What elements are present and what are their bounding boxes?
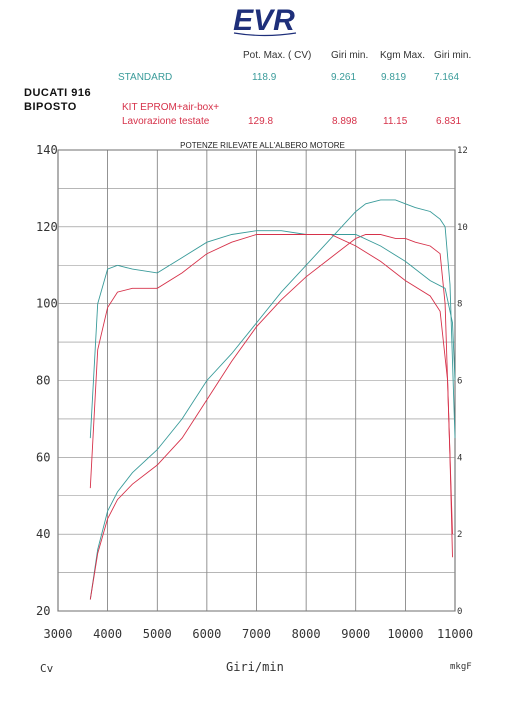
model-line2: BIPOSTO [24,101,77,113]
row-standard-giri1: 9.261 [331,72,357,83]
x-tick-label: 3000 [44,627,73,641]
series-line-power-0 [89,199,456,600]
y-tick-label-right: 0 [457,607,462,617]
y-tick-label-left: 20 [36,604,50,618]
series-line-torque-3 [89,234,453,535]
y-tick-label-left: 100 [36,297,58,311]
x-tick-label: 8000 [292,627,321,641]
x-tick-label: 5000 [143,627,172,641]
x-tick-label: 4000 [93,627,122,641]
row-kit-kgm: 11.15 [383,116,408,127]
x-tick-label: 7000 [242,627,271,641]
y-tick-label-right: 4 [457,453,462,463]
y-tick-label-right: 12 [457,146,468,156]
series-line-power-1 [89,234,453,600]
row-standard-name: STANDARD [118,72,173,83]
header-kgm-max: Kgm Max. [380,50,426,61]
evr-logo: EVR [233,4,297,37]
y-tick-label-left: 140 [36,143,58,157]
evr-logo-text: EVR [233,4,295,37]
y-tick-label-left: 40 [36,527,50,541]
x-tick-label: 6000 [192,627,221,641]
row-kit-pot: 129.8 [248,116,274,127]
row-kit-name: KIT EPROM+air-box+ [122,102,220,113]
row-kit-giri2: 6.831 [436,116,462,127]
x-tick-label: 9000 [341,627,370,641]
y-tick-label-right: 6 [457,377,462,387]
x-tick-label: 11000 [437,627,473,641]
y-axis-label-right: mkgF [450,662,472,672]
y-axis-label-left: Cv [40,662,54,675]
row-standard-pot: 118.9 [252,72,277,83]
y-tick-label-right: 2 [457,530,462,540]
header-giri-min-1: Giri min. [331,50,369,61]
x-tick-label: 10000 [387,627,423,641]
y-tick-label-right: 8 [457,300,462,310]
row-standard-kgm: 9.819 [381,72,407,83]
y-tick-label-right: 10 [457,223,468,233]
x-axis-label: Giri/min [226,660,284,674]
model-line1: DUCATI 916 [24,87,92,99]
row-kit-name-line2: Lavorazione testate [122,116,210,127]
row-standard-giri2: 7.164 [434,72,460,83]
header-giri-min-2: Giri min. [434,50,472,61]
y-tick-label-left: 80 [36,374,50,388]
header-pot-max: Pot. Max. ( CV) [243,50,312,61]
row-kit-giri1: 8.898 [332,116,358,127]
y-tick-label-left: 120 [36,220,58,234]
series-line-torque-2 [89,230,456,439]
y-tick-label-left: 60 [36,450,50,464]
chart-title: POTENZE RILEVATE ALL'ALBERO MOTORE [180,141,345,150]
